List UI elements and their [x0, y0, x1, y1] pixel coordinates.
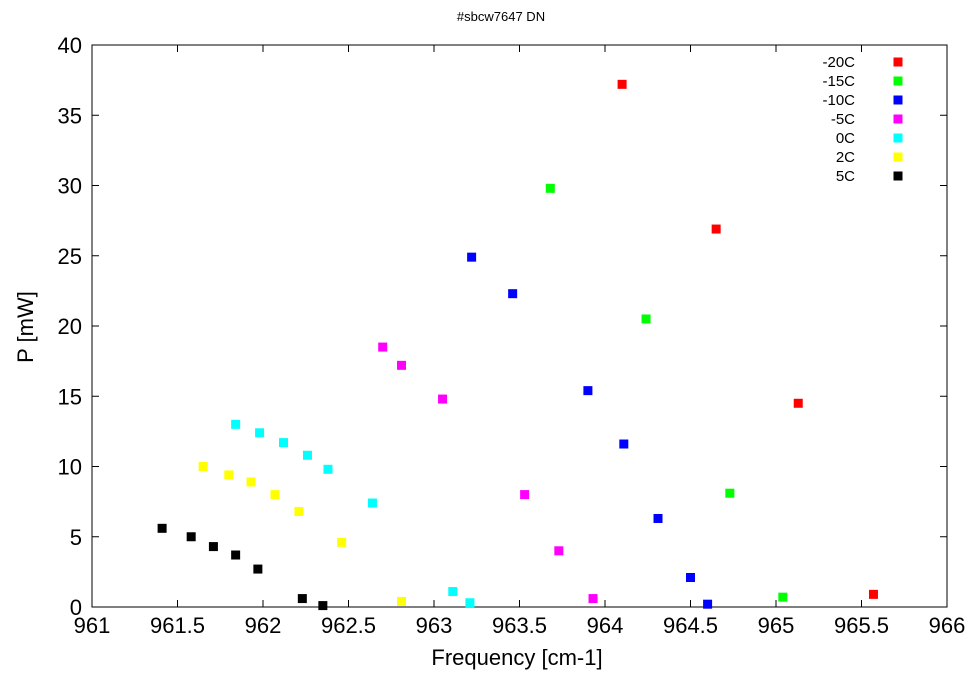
series--20C — [617, 79, 878, 599]
data-point — [583, 386, 593, 396]
series--5C — [378, 342, 598, 604]
y-tick-label: 35 — [58, 103, 82, 128]
data-point — [508, 289, 518, 299]
chart-title: #sbcw7647 DN — [457, 9, 545, 24]
data-point — [323, 464, 333, 474]
data-point — [186, 532, 196, 542]
x-tick-label: 963 — [416, 613, 453, 638]
y-tick-label: 20 — [58, 314, 82, 339]
data-point — [653, 513, 663, 523]
x-tick-label: 961 — [74, 613, 111, 638]
series-0C — [231, 419, 475, 608]
data-point — [246, 477, 256, 487]
data-point — [545, 183, 555, 193]
x-tick-label: 962 — [245, 613, 282, 638]
data-point — [588, 594, 598, 604]
y-tick-label: 0 — [70, 595, 82, 620]
legend-label: 2C — [836, 149, 855, 166]
data-point — [793, 398, 803, 408]
data-point — [255, 428, 265, 438]
x-tick-label: 964.5 — [663, 613, 718, 638]
x-tick-label: 965 — [758, 613, 795, 638]
data-point — [231, 419, 241, 429]
data-point — [397, 596, 407, 606]
legend-label: -20C — [822, 54, 855, 71]
y-tick-label: 5 — [70, 525, 82, 550]
x-tick-label: 962.5 — [321, 613, 376, 638]
legend-label: -5C — [831, 111, 855, 128]
data-point — [253, 564, 263, 574]
data-point — [208, 542, 218, 552]
legend-label: 0C — [836, 130, 855, 147]
y-axis-label: P [mW] — [13, 291, 38, 363]
data-point — [467, 252, 477, 262]
series-2C — [198, 462, 407, 606]
legend: -20C -15C -10C -5C 0C 2C 5C — [822, 54, 903, 185]
data-point — [438, 394, 448, 404]
data-point — [157, 523, 167, 533]
data-point — [318, 601, 328, 611]
data-point — [520, 490, 530, 500]
x-tick-label: 966 — [929, 613, 966, 638]
x-axis-label: Frequency [cm-1] — [431, 645, 602, 670]
y-tick-label: 15 — [58, 384, 82, 409]
series--15C — [545, 183, 788, 602]
legend-label: -10C — [822, 92, 855, 109]
data-point — [297, 594, 307, 604]
data-point — [279, 438, 289, 448]
series-5C — [157, 523, 328, 611]
legend-marker — [893, 152, 903, 162]
data-point — [270, 490, 280, 500]
legend-marker — [893, 114, 903, 124]
legend-marker — [893, 57, 903, 67]
series--10C — [467, 252, 713, 609]
legend-label: 5C — [836, 168, 855, 185]
data-point — [198, 462, 208, 471]
data-point — [231, 550, 241, 560]
data-point — [448, 587, 458, 597]
x-axis: 961 961.5 962 962.5 963 963.5 964 964.5 965 965.5… — [74, 45, 966, 638]
legend-marker — [893, 133, 903, 143]
y-tick-label: 25 — [58, 244, 82, 269]
data-point — [465, 598, 475, 608]
data-point — [778, 592, 788, 602]
legend-label: -15C — [822, 73, 855, 90]
y-axis: 0 5 10 15 20 25 30 35 40 — [58, 33, 947, 620]
y-tick-label: 10 — [58, 455, 82, 480]
data-point — [619, 439, 629, 449]
data-point — [337, 537, 347, 547]
data-point — [868, 589, 878, 599]
data-point — [302, 450, 312, 460]
x-tick-label: 961.5 — [150, 613, 205, 638]
y-tick-label: 30 — [58, 174, 82, 199]
x-tick-label: 965.5 — [834, 613, 889, 638]
data-point — [294, 506, 304, 516]
legend-marker — [893, 76, 903, 86]
data-point — [378, 342, 388, 352]
y-tick-label: 40 — [58, 33, 82, 58]
data-point — [703, 599, 713, 609]
data-point — [711, 224, 721, 234]
data-point — [617, 79, 627, 89]
data-point — [397, 360, 407, 370]
data-point — [686, 572, 695, 582]
data-point — [224, 470, 234, 480]
legend-marker — [893, 171, 903, 181]
legend-marker — [893, 95, 903, 105]
data-point — [641, 314, 651, 324]
x-tick-label: 964 — [587, 613, 624, 638]
x-tick-label: 963.5 — [492, 613, 547, 638]
data-point — [554, 546, 564, 556]
data-point — [725, 488, 735, 498]
data-point — [367, 498, 377, 508]
data-series-layer — [157, 79, 878, 611]
